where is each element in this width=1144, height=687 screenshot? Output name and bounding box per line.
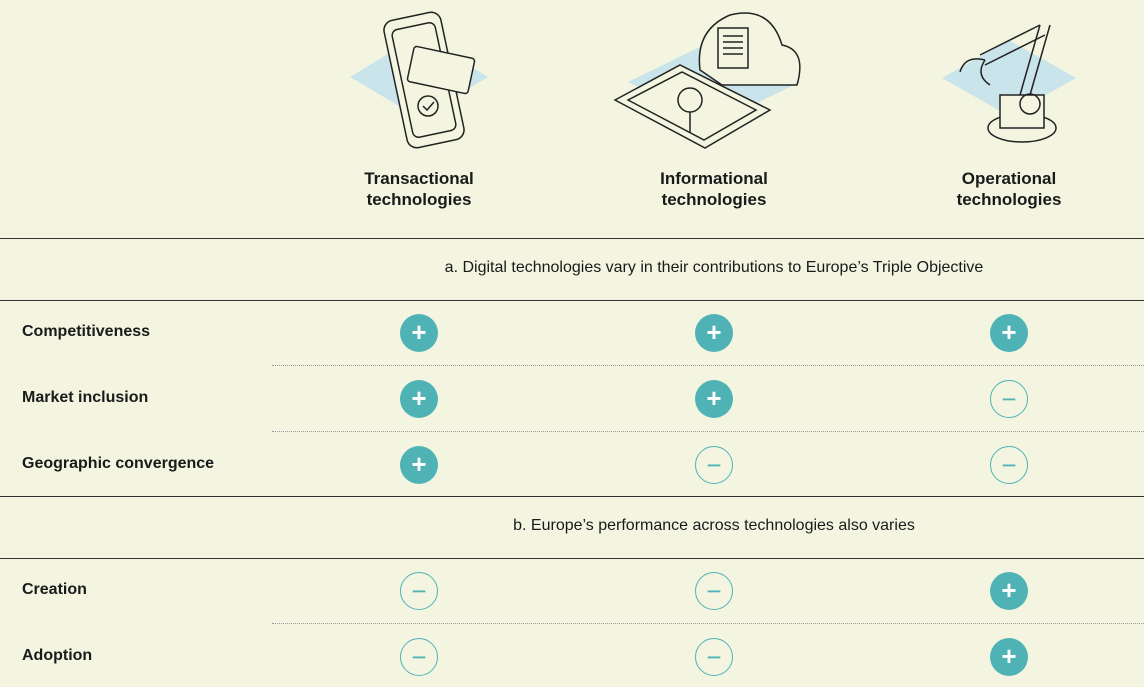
divider xyxy=(0,300,1144,301)
section-title: b. Europe’s performance across technolog… xyxy=(513,517,915,534)
rating-icon: − xyxy=(400,572,438,610)
rating-icon: − xyxy=(990,446,1028,484)
rating-icon: + xyxy=(990,314,1028,352)
divider xyxy=(0,238,1144,239)
row-label: Adoption xyxy=(22,647,93,664)
rating-icon: + xyxy=(400,446,438,484)
rating-icon: − xyxy=(990,380,1028,418)
column-header: Transactional technologies xyxy=(364,169,474,209)
row-label: Competitiveness xyxy=(22,323,151,340)
row-label: Market inclusion xyxy=(22,389,149,406)
rating-icon: + xyxy=(695,314,733,352)
rating-icon: + xyxy=(400,314,438,352)
row-separator xyxy=(272,623,1144,624)
rating-icon: + xyxy=(990,572,1028,610)
column-header: Informational technologies xyxy=(660,169,768,209)
rating-icon: + xyxy=(400,380,438,418)
rating-icon: − xyxy=(695,638,733,676)
rating-icon: + xyxy=(990,638,1028,676)
rating-icon: − xyxy=(400,638,438,676)
row-label: Creation xyxy=(22,581,87,598)
section-title: a. Digital technologies vary in their co… xyxy=(444,259,984,276)
row-separator xyxy=(272,431,1144,432)
divider xyxy=(0,496,1144,497)
row-separator xyxy=(272,365,1144,366)
rating-icon: − xyxy=(695,446,733,484)
rating-icon: + xyxy=(695,380,733,418)
divider xyxy=(0,558,1144,559)
icons xyxy=(350,11,1076,149)
row-label: Geographic convergence xyxy=(22,455,215,472)
rating-icon: − xyxy=(695,572,733,610)
column-header: Operational technologies xyxy=(956,169,1062,209)
